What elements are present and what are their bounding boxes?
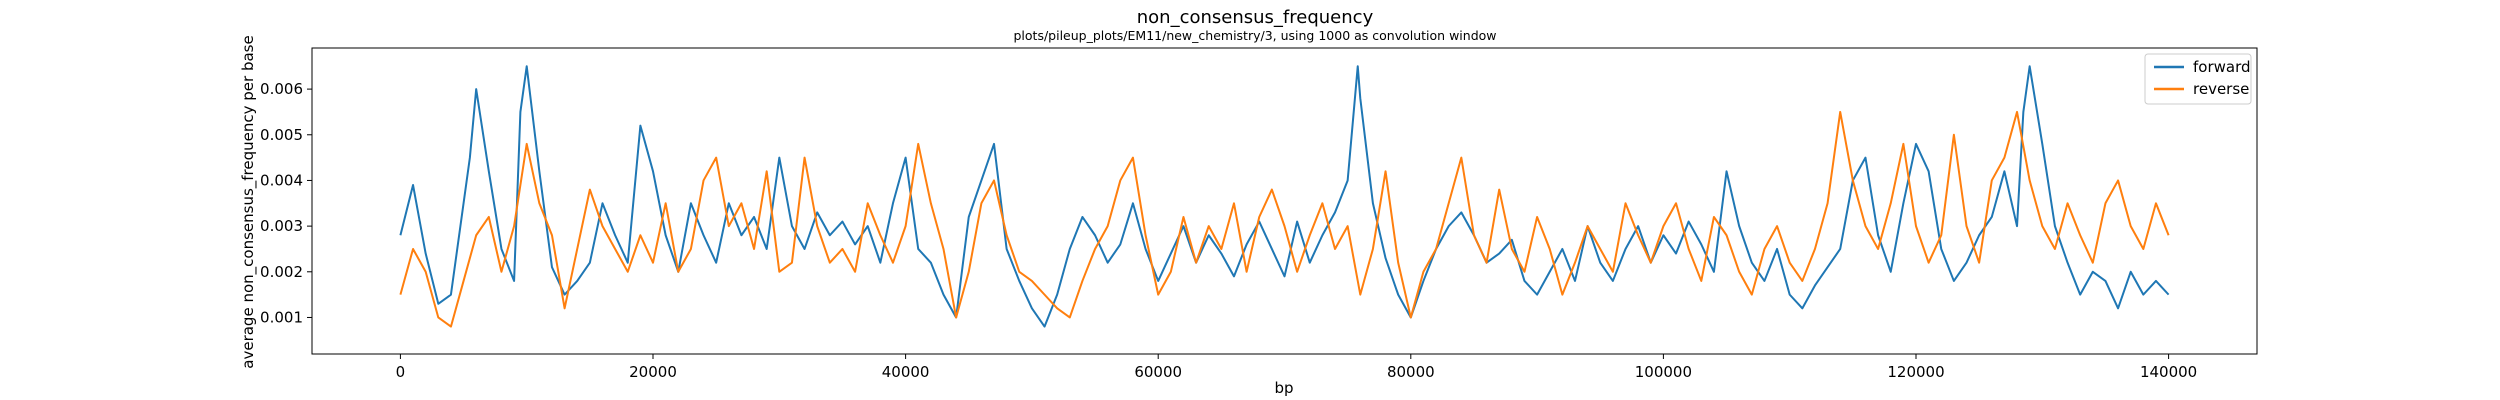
plot-frame (311, 47, 2258, 355)
x-tick-label: 40000 (882, 363, 930, 381)
chart-subtitle: plots/pileup_plots/EM11/new_chemistry/3,… (1013, 28, 1496, 43)
y-tick-label: 0.006 (260, 80, 303, 98)
x-tick-label: 0 (396, 363, 406, 381)
legend-label-forward: forward (2193, 58, 2251, 76)
y-axis: 0.001 0.002 0.003 0.004 0.005 0.006 (260, 80, 312, 326)
series-line-reverse (399, 110, 2170, 328)
plot-area (312, 48, 2257, 354)
x-tick-label: 140000 (2140, 363, 2197, 381)
x-tick-label: 120000 (1887, 363, 1944, 381)
series-layer (399, 65, 2170, 328)
y-tick-label: 0.004 (260, 171, 303, 189)
y-tick-label: 0.005 (260, 126, 303, 144)
y-tick-label: 0.002 (260, 263, 303, 281)
x-axis: 0 20000 40000 60000 80000 100000 120000 140000 (396, 354, 2197, 381)
x-axis-label: bp (1274, 379, 1293, 397)
y-tick-label: 0.001 (260, 308, 303, 326)
chart-title: non_consensus_frequency (1137, 7, 1374, 28)
y-tick-label: 0.003 (260, 217, 303, 235)
y-axis-label: average non_consensus_frequency per base (239, 35, 258, 368)
x-tick-label: 80000 (1387, 363, 1435, 381)
x-tick-label: 60000 (1134, 363, 1182, 381)
legend: forward reverse (2144, 53, 2252, 105)
x-tick-label: 20000 (629, 363, 677, 381)
x-tick-label: 100000 (1635, 363, 1692, 381)
legend-label-reverse: reverse (2193, 80, 2249, 98)
